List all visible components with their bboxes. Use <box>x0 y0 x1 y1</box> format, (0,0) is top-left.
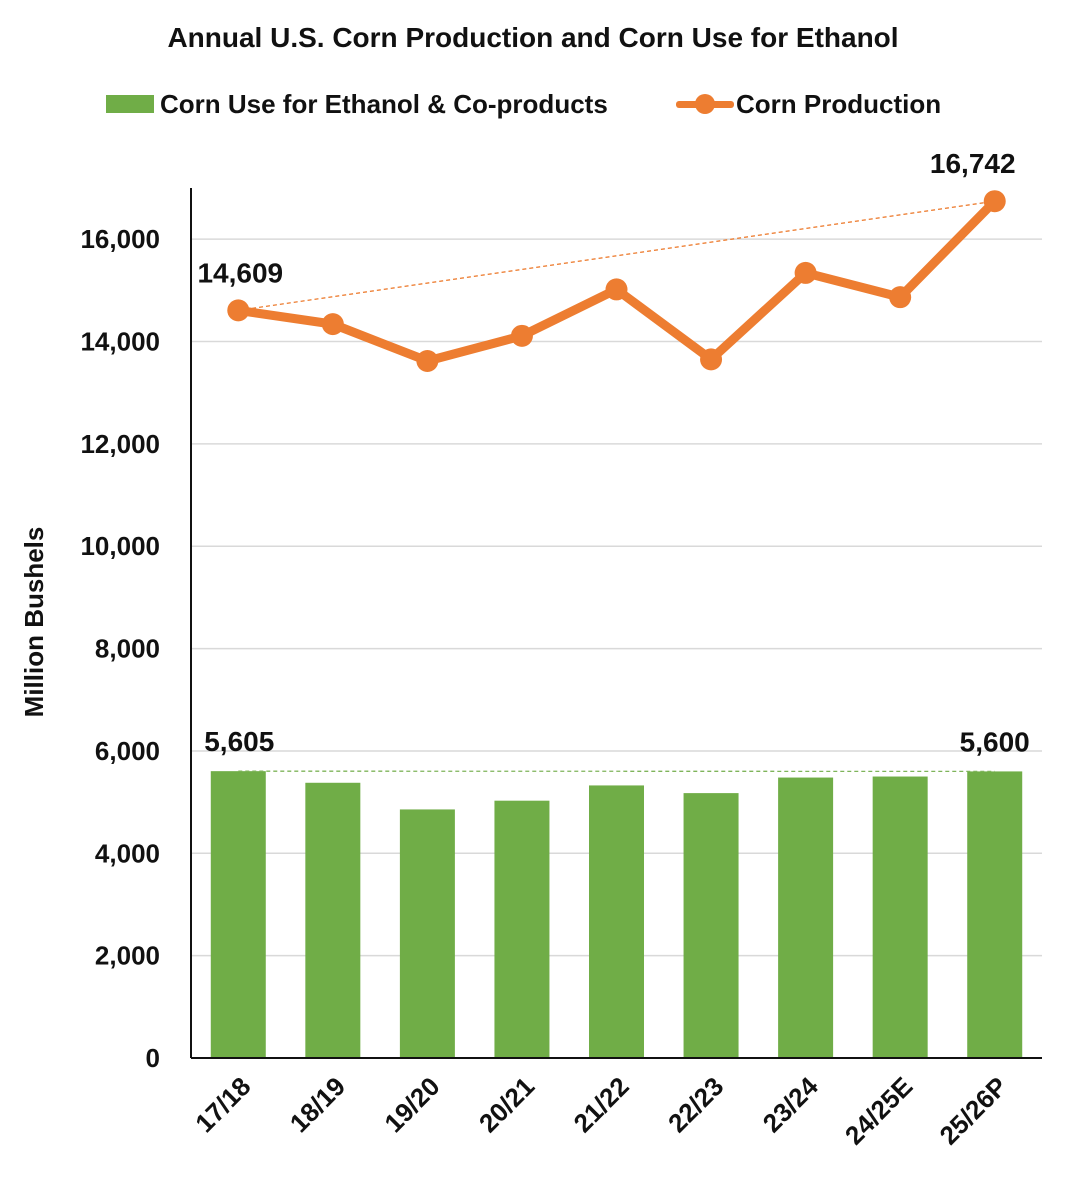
bar <box>494 800 550 1058</box>
y-tick-label: 2,000 <box>95 941 160 971</box>
x-tick-label: 18/19 <box>284 1071 351 1138</box>
line-point <box>510 324 533 347</box>
y-tick-label: 16,000 <box>80 224 160 254</box>
line-point <box>605 278 628 301</box>
x-tick-label: 17/18 <box>189 1071 256 1138</box>
legend: Corn Use for Ethanol & Co-products Corn … <box>0 86 1066 126</box>
line-point <box>227 299 250 322</box>
bar <box>305 782 361 1058</box>
x-tick-label: 25/26P <box>933 1071 1012 1150</box>
trend-line <box>238 200 995 312</box>
line-series <box>227 190 1006 372</box>
line-point <box>416 349 439 372</box>
line-point <box>700 348 723 371</box>
bar <box>683 793 739 1058</box>
bar-series <box>210 771 1023 1058</box>
x-tick-label: 21/22 <box>568 1071 635 1138</box>
x-tick-label: 19/20 <box>378 1071 445 1138</box>
bar <box>778 777 834 1058</box>
legend-item-ethanol: Corn Use for Ethanol & Co-products <box>106 86 608 122</box>
y-tick-label: 4,000 <box>95 838 160 868</box>
bar <box>872 776 928 1058</box>
y-tick-label: 12,000 <box>80 429 160 459</box>
legend-label-production: Corn Production <box>736 88 942 119</box>
bar <box>210 771 266 1058</box>
legend-label-ethanol: Corn Use for Ethanol & Co-products <box>160 88 608 119</box>
y-tick-label: 8,000 <box>95 634 160 664</box>
bar <box>399 809 455 1058</box>
line-point <box>889 286 912 309</box>
x-tick-label: 23/24 <box>757 1071 825 1139</box>
y-tick-label: 6,000 <box>95 736 160 766</box>
x-tick-label: 20/21 <box>473 1071 540 1138</box>
data-label: 5,600 <box>960 726 1030 757</box>
line-point <box>321 313 344 336</box>
x-tick-label: 22/23 <box>662 1071 729 1138</box>
bar <box>589 785 644 1058</box>
data-label: 5,605 <box>204 726 274 757</box>
y-axis-label: Million Bushels <box>19 527 49 718</box>
y-tick-label: 0 <box>146 1043 160 1073</box>
trend-lines <box>238 200 995 773</box>
line-point <box>983 190 1006 213</box>
chart-title: Annual U.S. Corn Production and Corn Use… <box>167 22 899 53</box>
legend-item-production: Corn Production <box>676 86 941 122</box>
bar <box>967 771 1023 1058</box>
data-label: 16,742 <box>930 148 1016 179</box>
legend-swatch-ethanol <box>106 95 154 113</box>
y-tick-label: 14,000 <box>80 327 160 357</box>
x-tick-label: 24/25E <box>839 1071 918 1150</box>
data-label: 14,609 <box>197 257 283 288</box>
line-point <box>794 261 817 284</box>
y-tick-label: 10,000 <box>80 531 160 561</box>
data-labels: 5,605 5,600 14,609 16,742 <box>197 148 1029 757</box>
legend-swatch-production <box>676 86 734 122</box>
